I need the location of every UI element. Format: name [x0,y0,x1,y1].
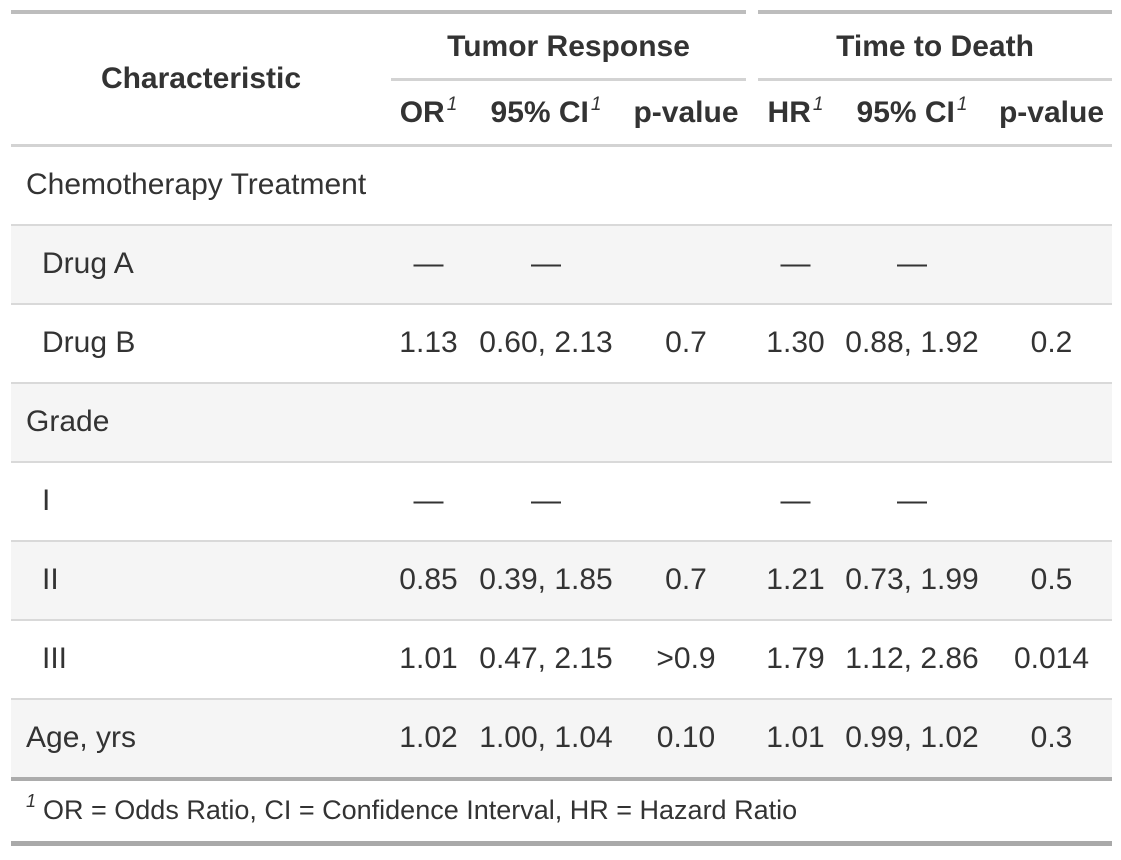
cell-hr: 1.30 [758,303,833,383]
cell-hr-ci [833,382,991,462]
cell-or-ci: 0.47, 2.15 [466,619,626,699]
cell-or-ci: 1.00, 1.04 [466,698,626,781]
cell-or-ci [466,382,626,462]
footnote-marker: 1 [956,94,968,115]
column-header-hr-label: HR [767,96,811,129]
regression-summary-table: Characteristic Tumor Response Time to De… [11,10,1112,846]
column-header-or-label: OR [399,96,445,129]
table-row-chemotherapy-treatment: Chemotherapy Treatment [11,146,1112,226]
table-row-grade-iii: III 1.01 0.47, 2.15 >0.9 1.79 1.12, 2.86… [11,619,1112,699]
table-row-drug-b: Drug B 1.13 0.60, 2.13 0.7 1.30 0.88, 1.… [11,303,1112,383]
column-header-or: OR 1 [391,79,466,147]
column-gap [746,146,758,226]
cell-hr-ci: — [833,224,991,304]
column-gap [746,79,758,147]
spanner-gap [746,12,758,80]
cell-hr-ci: — [833,461,991,541]
cell-or-pvalue: 0.7 [626,540,746,620]
cell-or: 1.01 [391,619,466,699]
cell-or-pvalue: >0.9 [626,619,746,699]
row-label: Drug A [11,224,391,304]
cell-hr-ci: 1.12, 2.86 [833,619,991,699]
column-header-characteristic: Characteristic [11,10,391,147]
cell-hr: 1.21 [758,540,833,620]
cell-hr-pvalue: 0.014 [991,619,1112,699]
cell-or-ci [466,146,626,226]
row-label: Grade [11,382,391,462]
cell-hr: 1.01 [758,698,833,781]
cell-or-pvalue [626,146,746,226]
cell-or-ci: 0.60, 2.13 [466,303,626,383]
cell-or-ci: — [466,224,626,304]
table-row-drug-a: Drug A — — — — [11,224,1112,304]
table-row-grade-ii: II 0.85 0.39, 1.85 0.7 1.21 0.73, 1.99 0… [11,540,1112,620]
cell-or: — [391,224,466,304]
cell-or [391,146,466,226]
cell-hr-pvalue: 0.2 [991,303,1112,383]
table-row-grade: Grade [11,382,1112,462]
cell-hr [758,382,833,462]
column-header-or-ci: 95% CI 1 [466,79,626,147]
cell-hr-pvalue [991,146,1112,226]
cell-hr-ci: 0.73, 1.99 [833,540,991,620]
column-gap [746,382,758,462]
cell-or-pvalue [626,382,746,462]
spanner-tumor-response: Tumor Response [391,10,746,81]
column-header-hr-ci: 95% CI 1 [833,79,991,147]
row-label: III [11,619,391,699]
row-label: II [11,540,391,620]
cell-hr [758,146,833,226]
cell-hr: — [758,224,833,304]
cell-or [391,382,466,462]
cell-or: — [391,461,466,541]
cell-hr-pvalue: 0.5 [991,540,1112,620]
column-gap [746,303,758,383]
cell-hr-pvalue [991,224,1112,304]
cell-or: 1.02 [391,698,466,781]
footnote-marker: 1 [812,94,824,115]
cell-hr-ci [833,146,991,226]
footnote-row: 1 OR = Odds Ratio, CI = Confidence Interv… [11,779,1112,846]
footnote-marker: 1 [590,94,602,115]
table-footnote: 1 OR = Odds Ratio, CI = Confidence Interv… [11,779,1112,846]
cell-or: 0.85 [391,540,466,620]
row-label: Chemotherapy Treatment [26,168,367,201]
cell-hr: 1.79 [758,619,833,699]
cell-or-pvalue: 0.7 [626,303,746,383]
cell-hr-pvalue [991,382,1112,462]
column-label-row: OR 1 95% CI 1 p-value HR 1 95% CI 1 p-value [11,79,1112,147]
column-header-hr-ci-label: 95% CI [856,96,955,129]
cell-hr: — [758,461,833,541]
footnote-marker: 1 [26,791,37,811]
cell-or-pvalue [626,224,746,304]
row-label: Age, yrs [11,698,391,781]
row-label: I [11,461,391,541]
cell-or-pvalue [626,461,746,541]
spanner-row: Characteristic Tumor Response Time to De… [11,10,1112,147]
cell-or-ci: 0.39, 1.85 [466,540,626,620]
cell-or-ci: — [466,461,626,541]
column-header-or-pvalue: p-value [626,79,746,147]
column-header-hr: HR 1 [758,79,833,147]
table-row-grade-i: I — — — — [11,461,1112,541]
column-gap [746,698,758,781]
spanner-time-to-death: Time to Death [758,10,1112,81]
column-header-or-ci-label: 95% CI [490,96,589,129]
column-gap [746,461,758,541]
cell-or: 1.13 [391,303,466,383]
cell-hr-pvalue [991,461,1112,541]
row-label: Drug B [11,303,391,383]
column-gap [746,224,758,304]
column-gap [746,619,758,699]
cell-hr-ci: 0.88, 1.92 [833,303,991,383]
table-row-age-yrs: Age, yrs 1.02 1.00, 1.04 0.10 1.01 0.99,… [11,698,1112,781]
footnote-text: OR = Odds Ratio, CI = Confidence Interva… [43,795,798,825]
footnote-marker: 1 [446,94,458,115]
cell-or-pvalue: 0.10 [626,698,746,781]
column-header-hr-pvalue: p-value [991,79,1112,147]
column-gap [746,540,758,620]
cell-hr-ci: 0.99, 1.02 [833,698,991,781]
cell-hr-pvalue: 0.3 [991,698,1112,781]
